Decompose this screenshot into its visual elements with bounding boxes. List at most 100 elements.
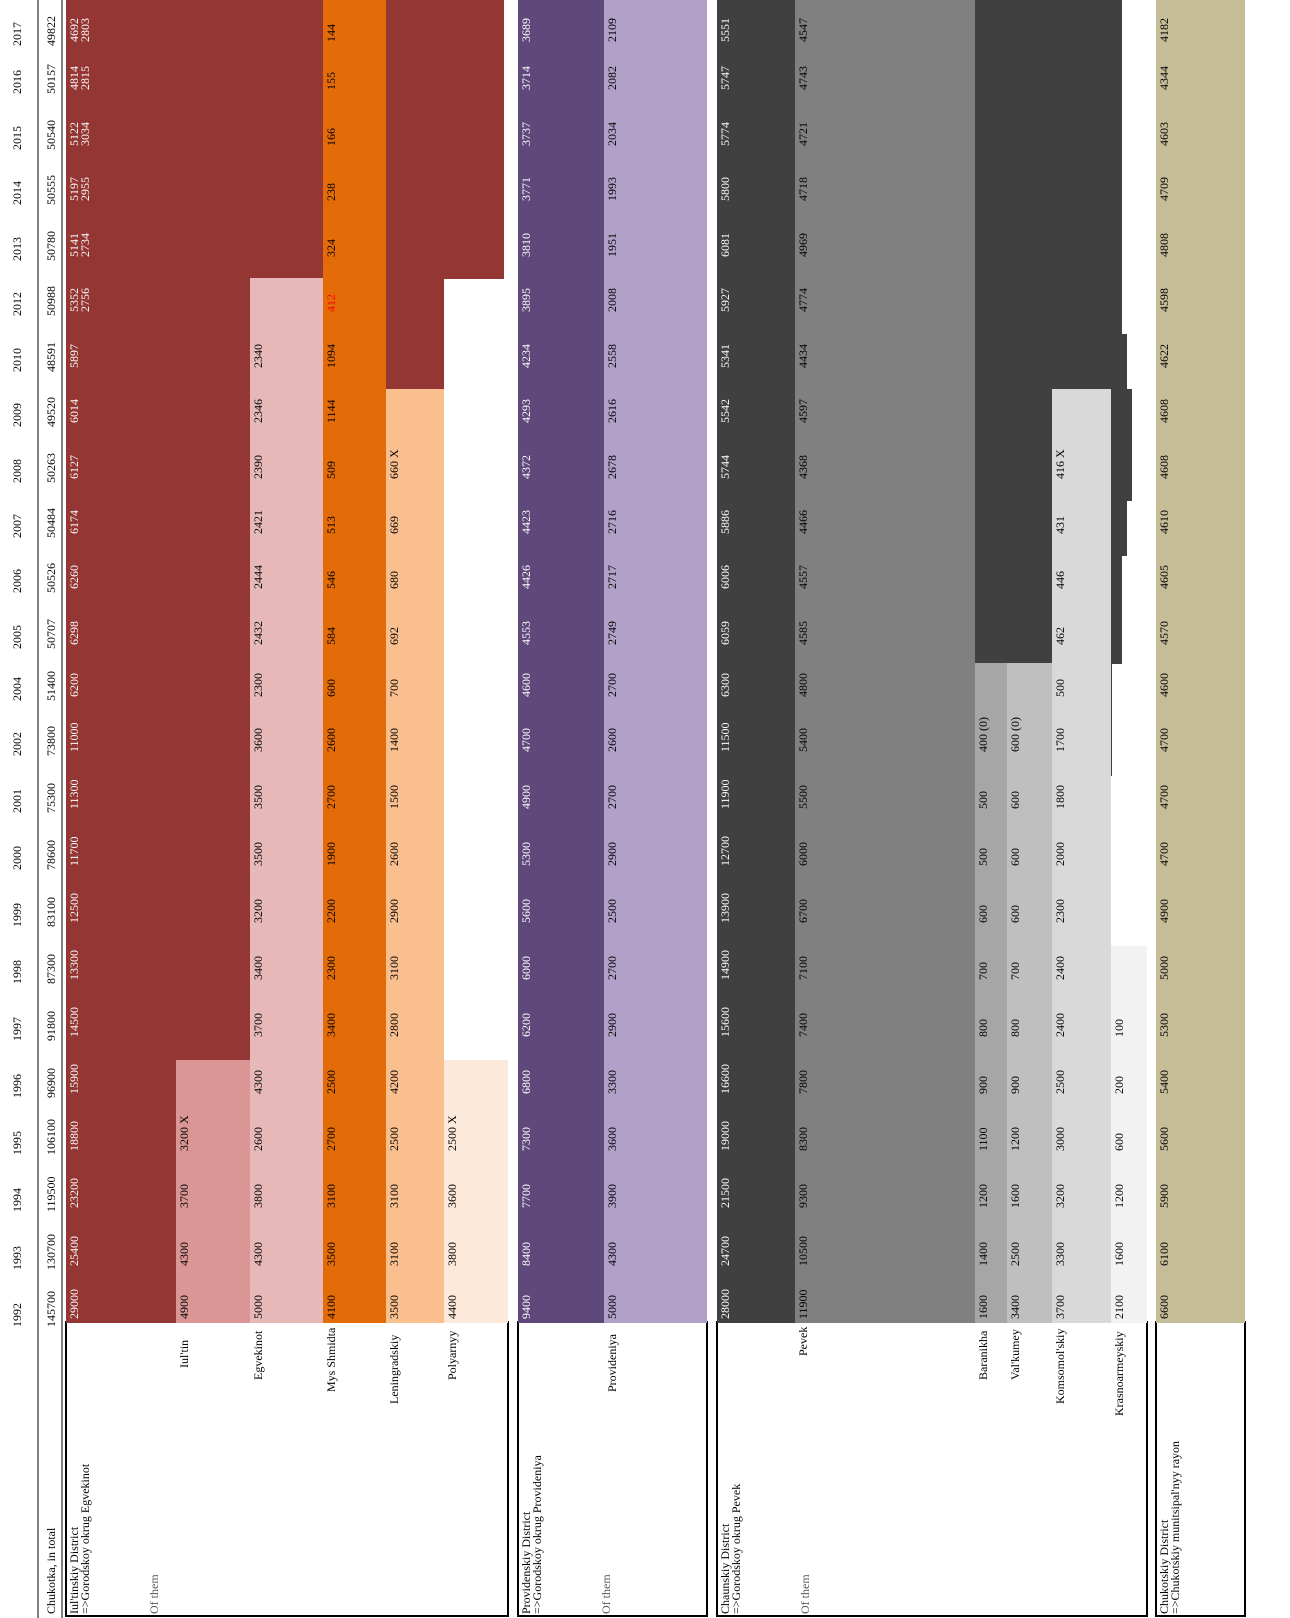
band-chaunsky-1 (795, 775, 975, 833)
band-iultinsky-1 (176, 1060, 250, 1118)
value-label: 4700 (1157, 785, 1171, 809)
value-label: 3400 (1008, 1295, 1022, 1319)
band-chaunsky-0 (717, 718, 795, 776)
band-iultinsky-0 (66, 1117, 176, 1175)
value-label: 1500 (387, 785, 401, 809)
band-iultinsky-5 (444, 1060, 508, 1118)
band-chaunsky-1 (795, 889, 975, 947)
year-label: 2015 (10, 126, 24, 150)
year-label: 2005 (10, 625, 24, 649)
value-label: 1600 (1008, 1184, 1022, 1208)
band-providensky-0 (518, 832, 604, 890)
value-label: 7300 (519, 1127, 533, 1151)
value-label: 3200 X (177, 1115, 191, 1151)
value-label: 500 (1053, 679, 1067, 697)
band-iultinsky-1 (176, 1174, 250, 1233)
band-chaunsky-1 (795, 445, 975, 501)
value-label: 6014 (67, 399, 81, 423)
band-providensky-0 (518, 167, 604, 224)
total-value: 75300 (44, 783, 58, 813)
value-label: 238 (324, 183, 338, 201)
value-label: 2500 (1008, 1242, 1022, 1266)
band-iultinsky-0 (66, 1003, 176, 1061)
value-label: 1400 (387, 728, 401, 752)
value-label: 28000 (718, 1289, 732, 1319)
value-label: 3900 (605, 1184, 619, 1208)
band-chaunsky-4 (1052, 946, 1111, 1004)
value-label: 500 (976, 848, 990, 866)
value-label: 5886 (718, 510, 732, 534)
value-label: 2500 (605, 899, 619, 923)
band-iultinsky-3 (323, 1174, 386, 1233)
year-label: 1997 (10, 1017, 24, 1041)
band-iultinsky-2 (250, 1117, 323, 1175)
band-chaunsky-1 (795, 1117, 975, 1175)
band-iultinsky-4 (386, 611, 444, 664)
value-label: 4600 (519, 673, 533, 697)
value-label: 4900 (177, 1295, 191, 1319)
year-label: 2006 (10, 569, 24, 593)
row-name: Mys Shmidta (324, 1327, 338, 1392)
band-iultinsky-4 (386, 1060, 444, 1118)
value-label: 8300 (796, 1127, 810, 1151)
value-label: 3500 (387, 1295, 401, 1319)
band-providensky-0 (518, 775, 604, 833)
band-iultinsky-5 (444, 1117, 508, 1175)
band-chaunsky-2 (975, 1060, 1007, 1118)
value-label: 21500 (718, 1178, 732, 1208)
band-iultinsky-4 (386, 775, 444, 833)
value-label: 6600 (1157, 1295, 1171, 1319)
band-providensky-1 (604, 663, 707, 719)
band-chukotsky-0 (1156, 1232, 1245, 1323)
value-label: 4557 (796, 565, 810, 589)
value-label: 5141 (67, 233, 81, 257)
value-label: 5600 (1157, 1127, 1171, 1151)
value-label: 11300 (67, 779, 81, 809)
value-label: 2900 (387, 899, 401, 923)
band-chukotsky-0 (1156, 1174, 1245, 1233)
value-label: 4808 (1157, 233, 1171, 257)
value-label: 6174 (67, 510, 81, 534)
band-iultinsky-0 (66, 8, 176, 57)
value-label: 3100 (387, 956, 401, 980)
band-chaunsky-0 (717, 8, 795, 57)
band-chaunsky-4 (1052, 889, 1111, 947)
band-iultinsky-0 (66, 611, 176, 664)
value-label: 13300 (67, 950, 81, 980)
band-chukotsky-0 (1156, 775, 1245, 833)
value-label: 3800 (251, 1184, 265, 1208)
band-iultinsky-4 (386, 889, 444, 947)
band-iultinsky-3 (323, 946, 386, 1004)
band-chaunsky-4 (1052, 663, 1111, 719)
band-iultinsky-4 (386, 1003, 444, 1061)
value-label: 2734 (78, 233, 92, 257)
value-label: 155 (324, 72, 338, 90)
value-label: 3100 (387, 1242, 401, 1266)
value-label: 4200 (387, 1070, 401, 1094)
value-label: 4721 (796, 122, 810, 146)
value-label: 2300 (324, 956, 338, 980)
value-label: 1700 (1053, 728, 1067, 752)
total-value: 48591 (44, 342, 58, 372)
band-chaunsky-3 (1007, 718, 1052, 776)
band-chaunsky-0 (717, 223, 795, 279)
value-label: 4718 (796, 177, 810, 201)
value-label: 3800 (445, 1242, 459, 1266)
value-label: 600 (1008, 905, 1022, 923)
value-label: 5551 (718, 18, 732, 42)
band-iultinsky-2 (250, 1003, 323, 1061)
value-label: 4100 (324, 1295, 338, 1319)
band-iultinsky-4 (386, 389, 444, 446)
total-value: 91800 (44, 1011, 58, 1041)
year-label: 2007 (10, 514, 24, 538)
band-iultinsky-2 (250, 889, 323, 947)
band-iultinsky-3 (323, 389, 386, 446)
year-label: 2000 (10, 846, 24, 870)
band-iultinsky-3 (323, 500, 386, 556)
band-providensky-0 (518, 56, 604, 113)
value-label: 3034 (78, 122, 92, 146)
year-label: 2009 (10, 403, 24, 427)
value-label: 2700 (605, 673, 619, 697)
band-providensky-0 (518, 223, 604, 279)
value-label: 12500 (67, 893, 81, 923)
